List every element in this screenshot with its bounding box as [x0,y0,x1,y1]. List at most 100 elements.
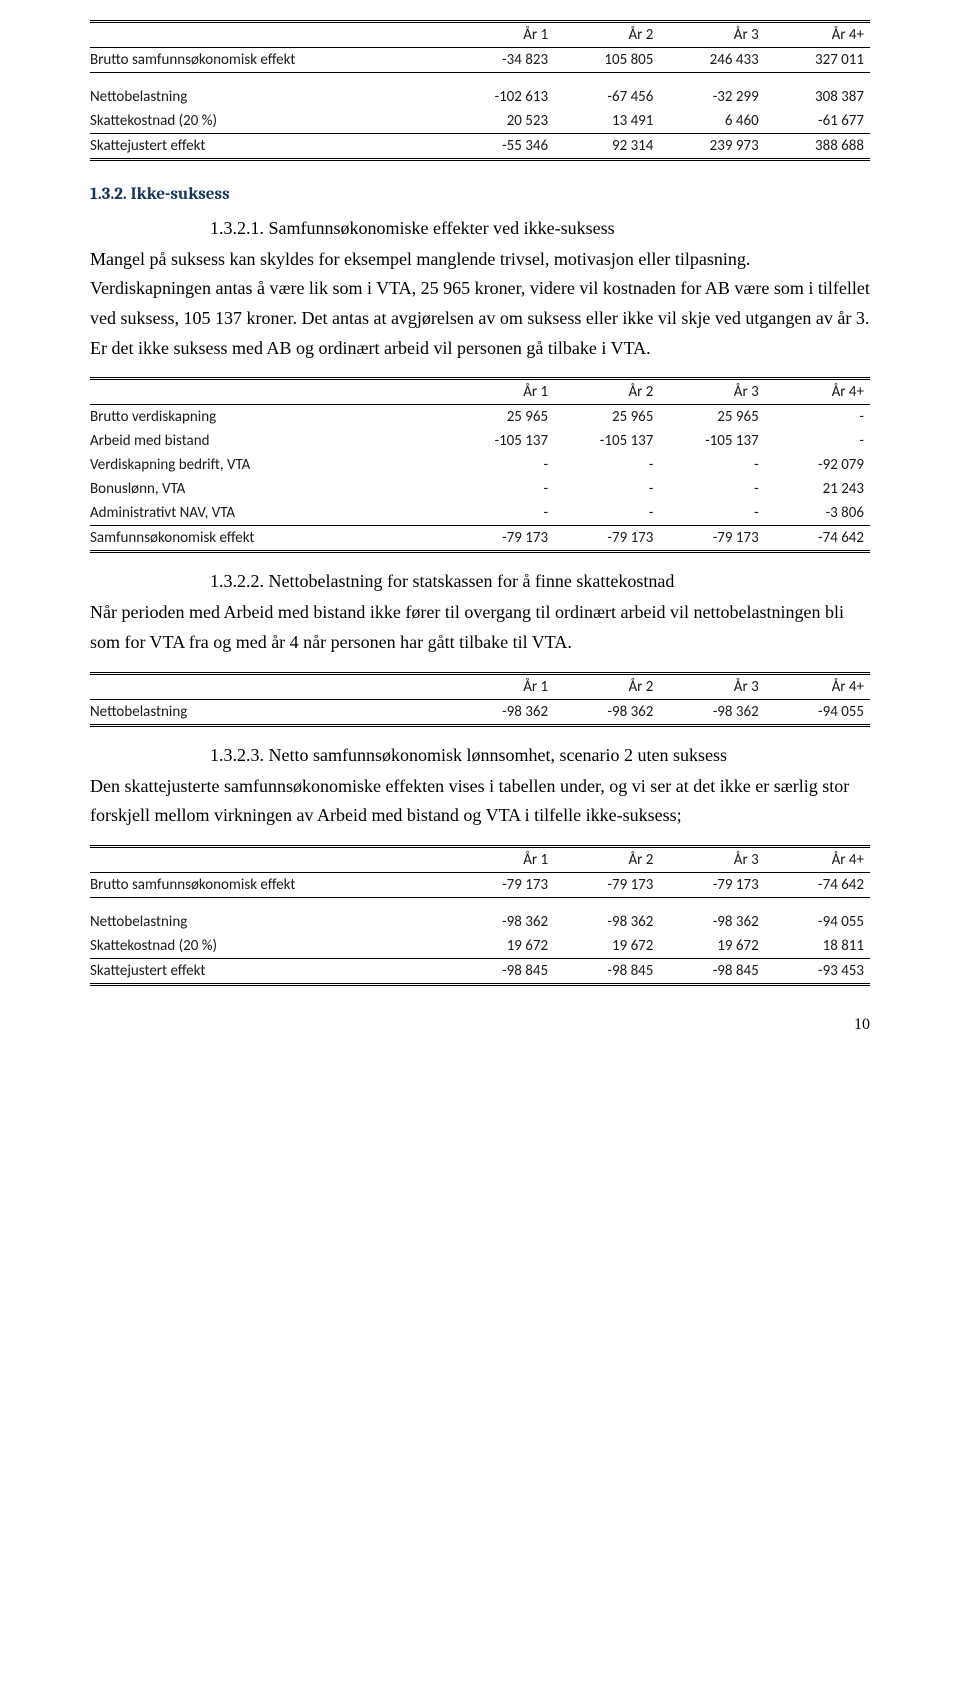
row-label: Verdiskapning bedrift, VTA [90,453,449,477]
row-label: Nettobelastning [90,910,449,934]
cell: - [554,453,659,477]
cell: - [659,501,764,526]
col-header [90,673,449,699]
table-row: Skattekostnad (20 %) 19 672 19 672 19 67… [90,934,870,959]
table-row: Samfunnsøkonomisk effekt -79 173 -79 173… [90,526,870,552]
cell: -93 453 [765,958,870,984]
cell: 21 243 [765,477,870,501]
cell: -105 137 [659,429,764,453]
cell: -67 456 [554,85,659,109]
row-label: Nettobelastning [90,699,449,725]
paragraph: Når perioden med Arbeid med bistand ikke… [90,598,870,657]
cell: -98 362 [554,910,659,934]
table-row: Brutto verdiskapning 25 965 25 965 25 96… [90,405,870,430]
cell: -79 173 [659,526,764,552]
col-header: År 4+ [765,847,870,873]
table-row: Nettobelastning -102 613 -67 456 -32 299… [90,85,870,109]
cell: -98 845 [449,958,554,984]
cell: 19 672 [659,934,764,959]
cell: 239 973 [659,133,764,159]
col-header: År 3 [659,847,764,873]
col-header: År 1 [449,379,554,405]
cell: - [449,501,554,526]
col-header [90,22,449,48]
cell: -94 055 [765,699,870,725]
cell: - [659,453,764,477]
cell: 388 688 [765,133,870,159]
cell: -79 173 [449,526,554,552]
cell: -79 173 [449,873,554,898]
table-row: Administrativt NAV, VTA - - - -3 806 [90,501,870,526]
cell: -55 346 [449,133,554,159]
row-label: Bonuslønn, VTA [90,477,449,501]
row-label: Arbeid med bistand [90,429,449,453]
cell: 19 672 [554,934,659,959]
col-header: År 3 [659,379,764,405]
table-row: Skattekostnad (20 %) 20 523 13 491 6 460… [90,109,870,134]
table-row: Skattejustert effekt -98 845 -98 845 -98… [90,958,870,984]
heading-1-3-2: 1.3.2. Ikke-suksess [90,185,870,204]
cell: 105 805 [554,48,659,73]
col-header: År 2 [554,22,659,48]
cell: -74 642 [765,873,870,898]
cell: -61 677 [765,109,870,134]
cell: - [554,501,659,526]
row-label: Brutto samfunnsøkonomisk effekt [90,873,449,898]
table-row: Nettobelastning -98 362 -98 362 -98 362 … [90,699,870,725]
col-header: År 1 [449,847,554,873]
col-header: År 4+ [765,673,870,699]
cell: -98 362 [554,699,659,725]
table-row: Brutto samfunnsøkonomisk effekt -34 823 … [90,48,870,73]
col-header [90,847,449,873]
cell: 308 387 [765,85,870,109]
col-header: År 3 [659,22,764,48]
col-header: År 3 [659,673,764,699]
paragraph: Mangel på suksess kan skyldes for eksemp… [90,245,870,364]
cell: -3 806 [765,501,870,526]
cell: -94 055 [765,910,870,934]
col-header: År 4+ [765,22,870,48]
col-header: År 1 [449,22,554,48]
table-row: Skattejustert effekt -55 346 92 314 239 … [90,133,870,159]
cell: -98 845 [659,958,764,984]
col-header: År 4+ [765,379,870,405]
cell: 246 433 [659,48,764,73]
cell: -98 362 [659,699,764,725]
cell: -34 823 [449,48,554,73]
cell: -79 173 [554,873,659,898]
cell: 25 965 [449,405,554,430]
cell: -105 137 [554,429,659,453]
cell: -98 362 [659,910,764,934]
cell: -79 173 [554,526,659,552]
col-header: År 2 [554,673,659,699]
row-label: Samfunnsøkonomisk effekt [90,526,449,552]
subheading-1-3-2-1: 1.3.2.1. Samfunnsøkonomiske effekter ved… [210,218,870,239]
cell: - [449,477,554,501]
row-label: Skattekostnad (20 %) [90,934,449,959]
cell: - [449,453,554,477]
cell: 25 965 [554,405,659,430]
cell: -102 613 [449,85,554,109]
cell: 18 811 [765,934,870,959]
cell: -98 362 [449,699,554,725]
table-skattejustert-1: År 1 År 2 År 3 År 4+ Brutto samfunnsøkon… [90,20,870,161]
cell: - [554,477,659,501]
cell: 92 314 [554,133,659,159]
cell: -98 845 [554,958,659,984]
row-label: Skattejustert effekt [90,133,449,159]
table-row: Bonuslønn, VTA - - - 21 243 [90,477,870,501]
row-label: Skattejustert effekt [90,958,449,984]
cell: - [765,405,870,430]
col-header: År 1 [449,673,554,699]
table-row: Arbeid med bistand -105 137 -105 137 -10… [90,429,870,453]
row-label: Administrativt NAV, VTA [90,501,449,526]
cell: 327 011 [765,48,870,73]
paragraph: Den skattejusterte samfunnsøkonomiske ef… [90,772,870,831]
cell: 19 672 [449,934,554,959]
cell: -79 173 [659,873,764,898]
cell: 13 491 [554,109,659,134]
row-label: Skattekostnad (20 %) [90,109,449,134]
table-nettobelastning: År 1 År 2 År 3 År 4+ Nettobelastning -98… [90,672,870,727]
table-row: Brutto samfunnsøkonomisk effekt -79 173 … [90,873,870,898]
table-samfunnsokonomisk: År 1 År 2 År 3 År 4+ Brutto verdiskapnin… [90,377,870,553]
